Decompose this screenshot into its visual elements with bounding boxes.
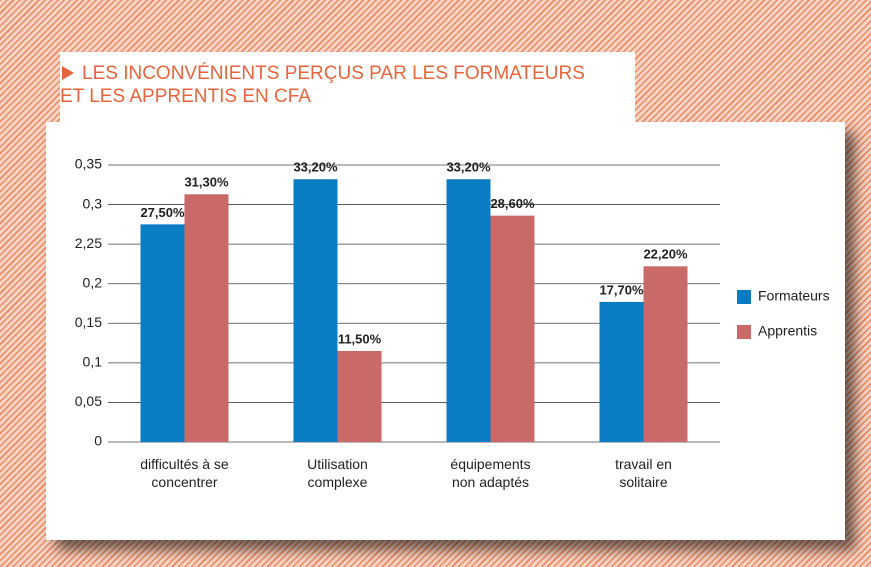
data-label: 33,20%	[446, 160, 491, 175]
title-box	[60, 52, 635, 124]
chart-title: LES INCONVÉNIENTS PERÇUS PAR LES FORMATE…	[60, 62, 605, 108]
y-tick-label: 0,35	[75, 156, 102, 172]
y-tick-label: 0,3	[83, 195, 103, 211]
legend-label: Formateurs	[758, 288, 830, 304]
data-label: 31,30%	[184, 175, 229, 190]
bar	[599, 301, 644, 442]
y-tick-label: 0	[94, 433, 102, 449]
y-tick-label: 0,05	[75, 393, 102, 409]
bar	[337, 350, 382, 442]
bar	[184, 194, 229, 442]
x-tick-label: difficultés à se concentrer	[140, 456, 229, 490]
x-tick-label: travail en solitaire	[615, 456, 672, 490]
bar	[490, 215, 535, 442]
bar	[293, 179, 338, 442]
legend-swatch	[737, 290, 751, 304]
data-label: 22,20%	[643, 247, 688, 262]
legend-swatch	[737, 325, 751, 339]
x-tick-label: Utilisation complexe	[307, 456, 368, 490]
data-label: 11,50%	[338, 331, 382, 346]
bar	[140, 224, 185, 442]
title-icon	[62, 66, 74, 80]
y-tick-label: 0,15	[75, 314, 102, 330]
data-label: 27,50%	[140, 205, 185, 220]
y-tick-label: 0,1	[83, 354, 103, 370]
data-label: 28,60%	[490, 196, 535, 211]
x-tick-label: équipements non adaptés	[450, 456, 531, 490]
y-tick-label: 0,2	[83, 274, 103, 290]
y-tick-label: 2,25	[75, 235, 102, 251]
legend-label: Apprentis	[758, 323, 817, 339]
bar	[643, 266, 688, 442]
bar	[446, 179, 491, 442]
data-label: 17,70%	[599, 282, 644, 297]
data-label: 33,20%	[293, 160, 338, 175]
chart-title-text: LES INCONVÉNIENTS PERÇUS PAR LES FORMATE…	[60, 63, 585, 107]
